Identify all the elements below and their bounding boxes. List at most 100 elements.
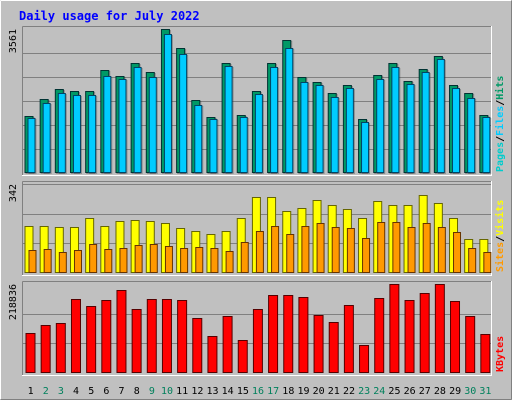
bar-kbytes xyxy=(465,316,476,373)
day-label: 12 xyxy=(191,386,203,397)
axis-title-part: Hits xyxy=(494,76,506,100)
bar-kbytes xyxy=(252,309,263,373)
day-label: 17 xyxy=(267,386,279,397)
day-label: 23 xyxy=(358,386,370,397)
axis-title-part: / xyxy=(495,236,506,242)
bar-files xyxy=(285,48,294,173)
bar-files xyxy=(194,105,203,173)
bar-sites xyxy=(437,227,446,273)
day-label: 13 xyxy=(206,386,218,397)
bar-kbytes xyxy=(450,301,461,373)
bar-kbytes xyxy=(207,336,218,373)
bar-sites xyxy=(407,227,416,273)
day-label: 27 xyxy=(419,386,431,397)
bar-sites xyxy=(362,238,371,273)
bar-sites xyxy=(195,247,204,273)
bar-files xyxy=(391,67,400,173)
bar-sites xyxy=(392,222,401,273)
bar-kbytes xyxy=(131,309,142,373)
bar-files xyxy=(254,94,263,173)
day-label: 28 xyxy=(434,386,446,397)
bar-sites xyxy=(58,252,67,273)
bar-kbytes xyxy=(86,306,97,373)
bar-kbytes xyxy=(237,340,248,373)
bar-files xyxy=(315,85,324,173)
chart-title: Daily usage for July 2022 xyxy=(19,9,200,23)
day-label: 9 xyxy=(149,386,155,397)
bar-files xyxy=(27,118,36,173)
bar-sites xyxy=(271,226,280,273)
bar-sites xyxy=(210,248,219,273)
bar-sites xyxy=(28,250,37,273)
bar-files xyxy=(224,66,233,173)
bar-sites xyxy=(89,244,98,273)
bar-kbytes xyxy=(374,298,385,373)
bar-sites xyxy=(225,251,234,273)
panel-visits: 342 Sites/Visits xyxy=(8,181,506,276)
bar-files xyxy=(88,95,97,173)
day-label: 6 xyxy=(103,386,109,397)
bar-kbytes xyxy=(222,316,233,373)
bar-sites xyxy=(73,250,82,273)
bar-sites xyxy=(134,245,143,273)
bar-kbytes xyxy=(161,299,172,373)
bar-files xyxy=(482,117,491,173)
bar-files xyxy=(376,79,385,173)
day-label: 29 xyxy=(449,386,461,397)
bar-kbytes xyxy=(192,318,203,373)
bar-sites xyxy=(164,246,173,273)
bar-kbytes xyxy=(40,325,51,373)
bar-sites xyxy=(104,249,113,273)
bar-files xyxy=(406,84,415,173)
bar-kbytes xyxy=(55,323,66,373)
axis-title-part: Sites xyxy=(494,242,506,272)
panels: 3561Pages/Files/Hits342Sites/Visits21883… xyxy=(8,26,506,376)
bar-sites xyxy=(255,231,264,273)
day-label: 26 xyxy=(404,386,416,397)
axis-title-part: KBytes xyxy=(495,336,506,372)
bar-kbytes xyxy=(404,300,415,373)
bar-kbytes xyxy=(70,299,81,373)
y-max-label: 342 xyxy=(8,184,19,202)
axis-title-part: Files xyxy=(494,106,506,136)
bar-files xyxy=(103,76,112,173)
bar-kbytes xyxy=(283,295,294,373)
x-axis-labels: 1 2 3 4 5 6 7 8 9 10 11 12 13 14 15 16 17 18 19 20 21 22 23 24 2… xyxy=(28,386,492,397)
bar-files xyxy=(270,67,279,173)
bar-files xyxy=(72,95,81,173)
bar-kbytes xyxy=(25,333,36,373)
bar-kbytes xyxy=(101,300,112,373)
day-label: 4 xyxy=(73,386,79,397)
bar-sites xyxy=(286,234,295,273)
day-label: 10 xyxy=(161,386,173,397)
bar-sites xyxy=(180,248,189,273)
bar-files xyxy=(179,54,188,173)
bar-files xyxy=(345,88,354,173)
bar-sites xyxy=(119,248,128,273)
bar-sites xyxy=(468,248,477,273)
panel-kbytes: 218836 KBytes xyxy=(8,281,506,376)
axis-title-part: Pages xyxy=(495,142,506,172)
axis-title-hits: Pages/Files/Hits xyxy=(494,76,506,172)
bar-sites xyxy=(453,232,462,273)
bar-files xyxy=(436,59,445,173)
bar-kbytes xyxy=(116,290,127,373)
day-label: 30 xyxy=(464,386,476,397)
bar-sites xyxy=(483,252,492,273)
bar-files xyxy=(133,67,142,173)
axis-title-part: / xyxy=(495,100,506,106)
bar-files xyxy=(467,98,476,173)
bar-sites xyxy=(149,244,158,273)
bar-files xyxy=(209,119,218,173)
bar-files xyxy=(300,82,309,173)
bar-files xyxy=(330,97,339,173)
bar-kbytes xyxy=(146,299,157,373)
axis-title-part: / xyxy=(495,136,506,142)
bar-sites xyxy=(331,227,340,273)
bar-kbytes xyxy=(328,322,339,373)
day-label: 11 xyxy=(176,386,188,397)
bar-kbytes xyxy=(177,300,188,373)
day-label: 19 xyxy=(297,386,309,397)
bar-files xyxy=(239,117,248,173)
